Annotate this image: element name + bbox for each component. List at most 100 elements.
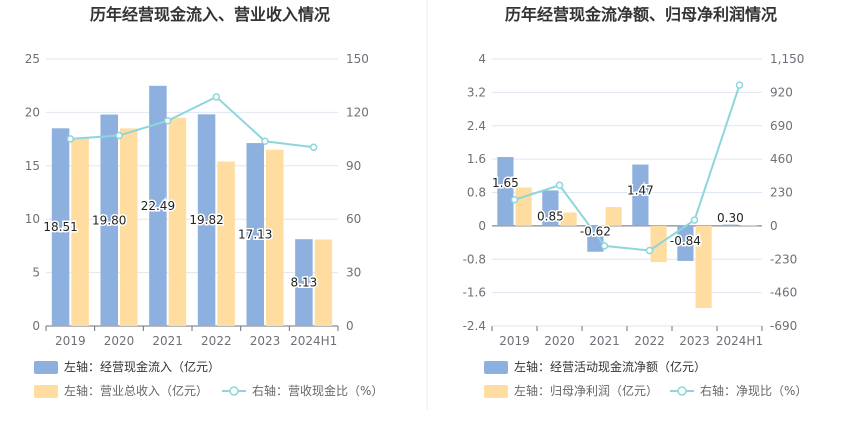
right-axis-tick-label: 90 xyxy=(346,159,361,173)
ratio-line-point xyxy=(690,216,699,224)
bar-primary xyxy=(677,225,694,261)
left-axis-tick-label: 10 xyxy=(25,212,40,226)
ratio-line-point xyxy=(212,93,221,101)
bar-primary xyxy=(149,85,167,327)
right-axis-tick-label: 0 xyxy=(346,319,354,333)
legend-item[interactable]: 右轴：净现比（%） xyxy=(670,383,807,398)
ratio-line-point xyxy=(66,135,75,143)
bar-primary xyxy=(295,239,313,326)
bar-data-label: 1.47 xyxy=(627,184,654,198)
x-axis-tick-label: 2020 xyxy=(544,334,575,348)
right-axis-tick-label: 460 xyxy=(770,152,793,166)
ratio-line xyxy=(70,95,314,149)
bar-secondary xyxy=(266,149,284,326)
bar-primary xyxy=(51,128,70,326)
legend-item[interactable]: 左轴：经营现金流入（亿元） xyxy=(34,359,220,374)
right-axis-tick-label: 0 xyxy=(770,219,778,233)
left-axis-tick-label: 0 xyxy=(32,319,40,333)
bar-secondary xyxy=(515,187,532,226)
bar-primary xyxy=(100,114,118,326)
bar-secondary xyxy=(740,225,757,226)
legend-swatch xyxy=(484,361,508,374)
bar-data-label: 1.65 xyxy=(492,176,519,190)
ratio-line-point xyxy=(735,81,744,89)
chart-title: 历年经营现金流入、营业收入情况 xyxy=(90,5,330,24)
ratio-line-point xyxy=(163,117,172,125)
bar-secondary xyxy=(217,161,235,326)
bar-secondary xyxy=(560,212,577,226)
x-axis-tick-label: 2022 xyxy=(201,334,232,348)
legend-swatch xyxy=(34,361,58,374)
bar-secondary xyxy=(605,207,622,226)
bar-secondary xyxy=(71,138,89,326)
left-axis-tick-label: 1.6 xyxy=(467,152,486,166)
legend-swatch xyxy=(484,385,508,398)
chart-title: 历年经营现金流净额、归母净利润情况 xyxy=(505,5,777,24)
legend-line-marker xyxy=(229,386,239,396)
x-axis-tick-label: 2022 xyxy=(634,334,665,348)
legend-item[interactable]: 右轴：营收现金比（%） xyxy=(222,383,383,398)
legend-item[interactable]: 左轴：经营活动现金流净额（亿元） xyxy=(484,359,706,374)
left-axis-tick-label: 0 xyxy=(478,219,486,233)
bar-data-label: 19.82 xyxy=(189,213,223,227)
bar-primary xyxy=(722,224,739,226)
bar-secondary xyxy=(695,225,712,309)
x-axis-tick-label: 2024H1 xyxy=(290,334,337,348)
legend-label: 左轴：经营活动现金流净额（亿元） xyxy=(514,359,706,374)
legend-line-marker xyxy=(677,386,687,396)
right-axis-tick-label: 120 xyxy=(346,105,369,119)
x-axis-tick-label: 2019 xyxy=(499,334,530,348)
ratio-line-point xyxy=(261,137,269,145)
legend-item[interactable]: 左轴：归母净利润（亿元） xyxy=(484,383,658,398)
bar-primary xyxy=(587,225,604,252)
ratio-line xyxy=(514,84,741,252)
left-axis-tick-label: -2.4 xyxy=(463,319,486,333)
x-axis-tick-label: 2021 xyxy=(589,334,620,348)
right-axis-tick-label: -230 xyxy=(770,252,797,266)
right-axis-tick-label: 690 xyxy=(770,119,793,133)
bar-primary xyxy=(632,164,649,226)
left-chart-panel: 历年经营现金流入、营业收入情况 0 5 10 15 20 25 0 30 60 90 120 150 20… xyxy=(25,5,383,398)
left-axis-tick-label: 25 xyxy=(25,52,40,66)
left-axis-tick-label: -0.8 xyxy=(463,252,486,266)
ratio-line-point xyxy=(600,242,609,250)
bar-data-label: 19.80 xyxy=(92,213,126,227)
left-axis-tick-label: 5 xyxy=(32,266,40,280)
left-axis-tick-label: 4 xyxy=(478,52,486,66)
bar-primary xyxy=(197,114,216,326)
x-axis-tick-label: 2023 xyxy=(250,334,281,348)
bar-primary xyxy=(246,143,264,326)
legend-item[interactable]: 左轴：营业总收入（亿元） xyxy=(34,383,208,398)
left-axis-tick-label: 20 xyxy=(25,105,40,119)
bar-data-label: -0.62 xyxy=(580,225,611,239)
bar-data-label: -0.84 xyxy=(670,234,701,248)
bar-secondary xyxy=(314,239,333,326)
x-axis-tick-label: 2020 xyxy=(104,334,135,348)
bar-primary xyxy=(542,190,559,226)
bar-primary xyxy=(497,157,514,226)
left-axis-tick-label: 15 xyxy=(25,159,40,173)
bar-secondary xyxy=(120,128,138,326)
x-axis-tick-label: 2019 xyxy=(55,334,86,348)
right-axis-tick-label: 60 xyxy=(346,212,361,226)
bar-data-label: 18.51 xyxy=(43,220,77,234)
ratio-line-point xyxy=(645,246,654,255)
bar-data-label: 22.49 xyxy=(141,199,175,213)
right-axis-tick-label: -460 xyxy=(770,286,797,300)
legend-label: 左轴：经营现金流入（亿元） xyxy=(64,359,220,374)
legend-swatch xyxy=(34,385,58,398)
right-axis-tick-label: -690 xyxy=(770,319,797,333)
x-axis-tick-label: 2021 xyxy=(152,334,183,348)
x-axis-tick-label: 2024H1 xyxy=(716,334,763,348)
right-axis-tick-label: 230 xyxy=(770,186,793,200)
left-axis-tick-label: 0.8 xyxy=(467,186,486,200)
right-chart-panel: 历年经营现金流净额、归母净利润情况 -2.4 -1.6 -0.8 0 0.8 1.6 2.4 3… xyxy=(463,5,807,398)
right-axis-tick-label: 30 xyxy=(346,266,361,280)
bar-data-label: 17.13 xyxy=(238,228,272,242)
left-axis-tick-label: 2.4 xyxy=(467,119,486,133)
ratio-line-point xyxy=(555,181,564,189)
bar-secondary xyxy=(168,117,187,327)
right-axis-tick-label: 150 xyxy=(346,52,369,66)
right-axis-tick-label: 920 xyxy=(770,85,793,99)
